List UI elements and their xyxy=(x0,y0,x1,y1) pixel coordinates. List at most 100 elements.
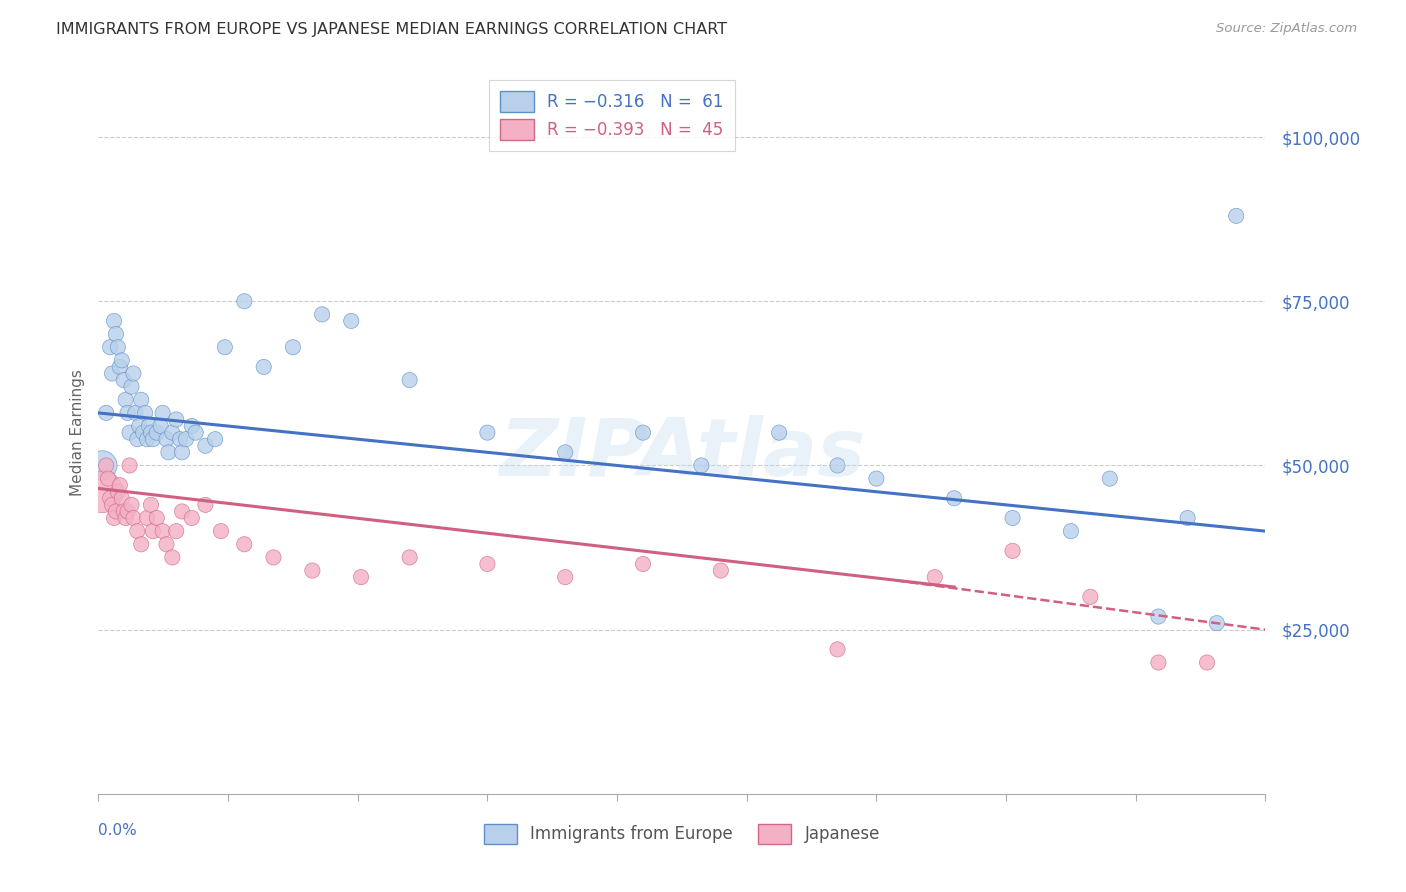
Point xyxy=(91,484,114,499)
Point xyxy=(554,570,576,584)
Point xyxy=(136,432,159,446)
Point xyxy=(477,425,499,440)
Point xyxy=(165,524,187,538)
Point xyxy=(350,570,373,584)
Point xyxy=(170,445,193,459)
Point xyxy=(1177,511,1199,525)
Point xyxy=(136,511,159,525)
Point xyxy=(114,511,136,525)
Y-axis label: Median Earnings: Median Earnings xyxy=(69,369,84,496)
Point xyxy=(127,432,149,446)
Point xyxy=(924,570,946,584)
Point xyxy=(152,406,174,420)
Point xyxy=(101,498,124,512)
Point xyxy=(311,307,333,321)
Point xyxy=(142,524,165,538)
Point xyxy=(768,425,790,440)
Point xyxy=(690,458,713,473)
Point xyxy=(104,504,127,518)
Point xyxy=(124,406,146,420)
Point xyxy=(1147,656,1170,670)
Point xyxy=(1001,544,1024,558)
Point xyxy=(138,419,160,434)
Point xyxy=(174,432,197,446)
Point xyxy=(1205,616,1227,631)
Point xyxy=(111,353,134,368)
Point xyxy=(139,425,162,440)
Point xyxy=(122,367,145,381)
Point xyxy=(162,425,184,440)
Point xyxy=(112,504,135,518)
Point xyxy=(162,550,184,565)
Point xyxy=(827,642,849,657)
Point xyxy=(827,458,849,473)
Point xyxy=(194,498,217,512)
Point xyxy=(184,425,207,440)
Point xyxy=(139,498,162,512)
Text: 0.0%: 0.0% xyxy=(98,822,138,838)
Point xyxy=(1080,590,1102,604)
Point xyxy=(631,557,654,571)
Point xyxy=(943,491,966,506)
Text: IMMIGRANTS FROM EUROPE VS JAPANESE MEDIAN EARNINGS CORRELATION CHART: IMMIGRANTS FROM EUROPE VS JAPANESE MEDIA… xyxy=(56,22,727,37)
Legend: Immigrants from Europe, Japanese: Immigrants from Europe, Japanese xyxy=(477,817,887,851)
Point xyxy=(98,491,121,506)
Point xyxy=(142,432,165,446)
Point xyxy=(98,340,121,354)
Point xyxy=(152,524,174,538)
Point xyxy=(169,432,191,446)
Point xyxy=(1147,609,1170,624)
Point xyxy=(155,537,177,551)
Point xyxy=(155,432,177,446)
Point xyxy=(180,419,202,434)
Point xyxy=(157,445,180,459)
Point xyxy=(1060,524,1083,538)
Point xyxy=(103,314,125,328)
Point xyxy=(103,511,125,525)
Point xyxy=(96,406,118,420)
Point xyxy=(108,359,131,374)
Point xyxy=(117,406,139,420)
Point xyxy=(118,425,141,440)
Point xyxy=(398,373,420,387)
Point xyxy=(710,564,733,578)
Point xyxy=(91,458,114,473)
Point xyxy=(127,524,149,538)
Point xyxy=(132,425,155,440)
Point xyxy=(165,412,187,426)
Point xyxy=(631,425,654,440)
Point xyxy=(865,472,887,486)
Point xyxy=(253,359,276,374)
Point xyxy=(1195,656,1218,670)
Point xyxy=(118,458,141,473)
Point xyxy=(554,445,576,459)
Point xyxy=(146,425,169,440)
Point xyxy=(101,367,124,381)
Point xyxy=(301,564,323,578)
Point xyxy=(194,439,217,453)
Point xyxy=(129,392,152,407)
Point xyxy=(180,511,202,525)
Point xyxy=(1098,472,1121,486)
Point xyxy=(262,550,284,565)
Point xyxy=(128,419,150,434)
Point xyxy=(233,294,256,309)
Point xyxy=(129,537,152,551)
Point xyxy=(149,419,172,434)
Point xyxy=(96,458,118,473)
Point xyxy=(117,504,139,518)
Point xyxy=(170,504,193,518)
Point xyxy=(97,472,120,486)
Point xyxy=(1001,511,1024,525)
Point xyxy=(122,511,145,525)
Point xyxy=(121,379,143,393)
Point xyxy=(214,340,236,354)
Point xyxy=(233,537,256,551)
Point xyxy=(107,340,129,354)
Point xyxy=(281,340,304,354)
Point xyxy=(477,557,499,571)
Point xyxy=(209,524,232,538)
Point xyxy=(112,373,135,387)
Point xyxy=(146,511,169,525)
Point xyxy=(340,314,363,328)
